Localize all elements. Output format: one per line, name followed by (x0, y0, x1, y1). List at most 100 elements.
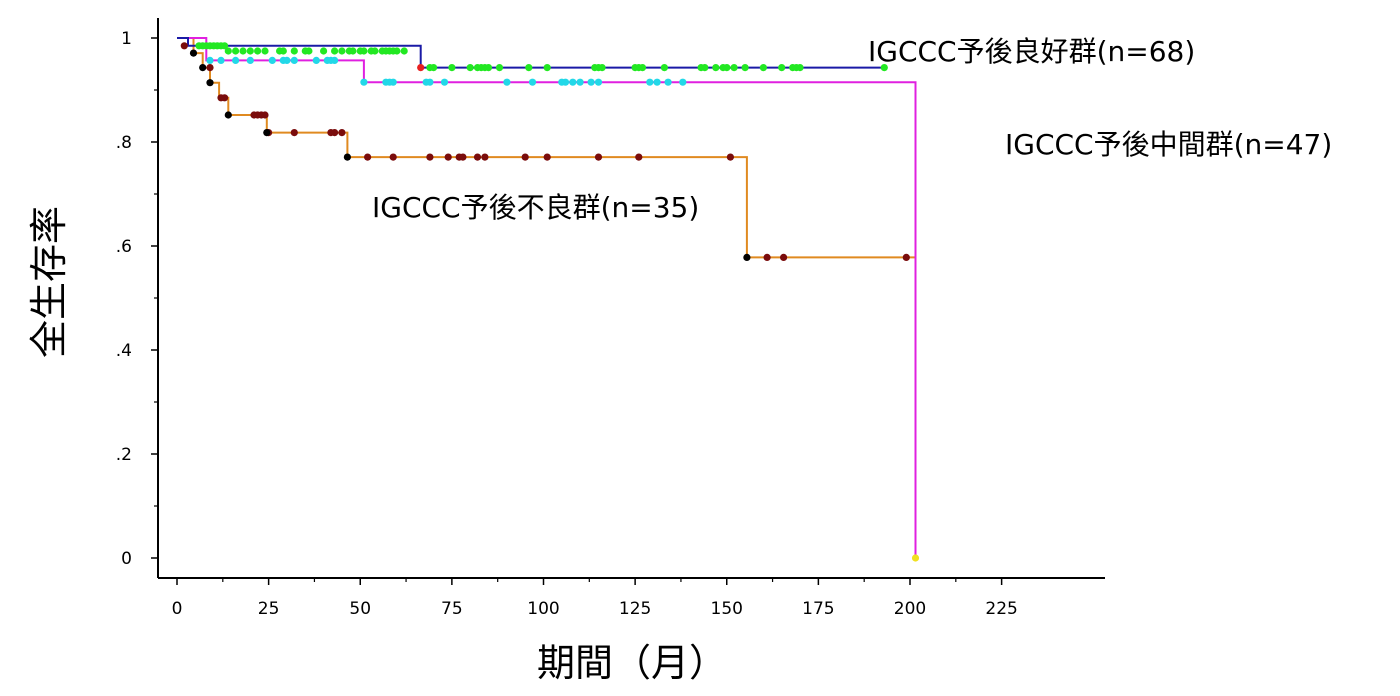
censor-mark (503, 78, 511, 86)
plot-area (177, 37, 920, 562)
censor-mark (246, 47, 254, 55)
censor-mark (224, 47, 232, 55)
censor-mark (430, 64, 438, 72)
y-axis-title: 全生存率 (27, 206, 71, 358)
censor-mark (780, 253, 788, 261)
censor-mark (543, 64, 551, 72)
annotation-good-risk: IGCCC予後良好群(n=68) (868, 35, 1195, 68)
censor-mark (679, 78, 687, 86)
censor-mark (528, 78, 537, 86)
x-tick-label: 150 (711, 599, 743, 619)
markers-intermediate (206, 56, 920, 562)
x-tick-label: 0 (172, 599, 183, 619)
censor-mark (338, 129, 346, 137)
y-tick-label: .6 (116, 237, 132, 257)
series-intermediate (177, 37, 917, 558)
censor-mark (440, 78, 449, 86)
censor-mark (426, 153, 434, 161)
censor-mark (360, 47, 368, 55)
x-tick-label: 100 (527, 599, 559, 619)
censor-mark (261, 47, 269, 55)
censor-mark (180, 42, 188, 50)
censor-mark (763, 253, 771, 261)
x-axis-title: 期間（月） (537, 641, 727, 685)
y-ticks: 0 .2 .4 .6 .8 1 (116, 29, 158, 569)
censor-mark (635, 153, 643, 161)
censor-mark (320, 47, 328, 55)
censor-mark (444, 153, 452, 161)
censor-mark (279, 47, 287, 55)
censor-mark (360, 78, 368, 86)
censor-mark (232, 47, 240, 55)
censor-mark (759, 64, 768, 72)
event-mark (224, 111, 232, 119)
censor-mark (268, 56, 276, 64)
event-mark (911, 554, 920, 562)
axes: 0 25 50 75 100 125 150 175 200 225 0 .2 .4 .6 .8 1 (116, 18, 1105, 619)
censor-mark (587, 78, 595, 86)
censor-mark (221, 42, 229, 50)
censor-mark (305, 47, 313, 55)
censor-mark (902, 253, 910, 261)
event-mark (263, 129, 271, 137)
censor-mark (576, 78, 584, 86)
censor-mark (569, 78, 577, 86)
censor-mark (232, 56, 240, 64)
censor-mark (206, 56, 214, 64)
censor-mark (594, 78, 603, 86)
censor-mark (521, 153, 529, 161)
censor-mark (484, 64, 493, 72)
markers-poor (180, 42, 910, 261)
censor-mark (653, 78, 661, 86)
censor-mark (543, 153, 551, 161)
censor-mark (796, 64, 804, 72)
censor-mark (473, 153, 482, 161)
y-tick-label: 0 (121, 549, 132, 569)
censor-mark (459, 153, 467, 161)
x-tick-label: 225 (985, 599, 1017, 619)
event-mark (199, 64, 207, 72)
y-tick-label: .4 (116, 341, 132, 361)
censor-mark (598, 64, 606, 72)
censor-mark (660, 64, 669, 72)
censor-mark (331, 56, 339, 64)
censor-mark (221, 94, 229, 102)
event-mark (417, 64, 425, 72)
censor-mark (495, 64, 504, 72)
y-tick-label: .8 (116, 133, 132, 153)
censor-mark (393, 47, 401, 55)
x-tick-label: 125 (619, 599, 651, 619)
censor-mark (217, 56, 225, 64)
censor-mark (290, 129, 298, 137)
censor-mark (594, 153, 603, 161)
event-mark (189, 49, 198, 57)
survival-line-intermediate (177, 37, 917, 558)
annotation-intermediate-risk: IGCCC予後中間群(n=47) (1005, 128, 1332, 161)
x-ticks: 0 25 50 75 100 125 150 175 200 225 (172, 578, 1018, 619)
x-tick-label: 200 (894, 599, 926, 619)
censor-mark (400, 47, 408, 55)
censor-mark (646, 78, 654, 86)
x-tick-label: 25 (258, 599, 280, 619)
censor-mark (290, 56, 298, 64)
event-mark (743, 253, 751, 261)
censor-mark (664, 78, 672, 86)
markers-good (195, 42, 888, 72)
censor-mark (349, 47, 357, 55)
censor-mark (701, 64, 709, 72)
censor-mark (778, 64, 786, 72)
censor-mark (246, 56, 254, 64)
y-tick-label: 1 (121, 29, 132, 49)
censor-mark (364, 153, 372, 161)
censor-mark (389, 78, 397, 86)
x-tick-label: 50 (349, 599, 371, 619)
annotations: IGCCC予後良好群(n=68) IGCCC予後中間群(n=47) IGCCC予… (372, 35, 1332, 224)
censor-mark (371, 47, 379, 55)
censor-mark (638, 64, 647, 72)
censor-mark (389, 153, 397, 161)
censor-mark (206, 64, 214, 72)
censor-mark (741, 64, 749, 72)
censor-mark (338, 47, 346, 55)
event-mark (206, 79, 214, 87)
